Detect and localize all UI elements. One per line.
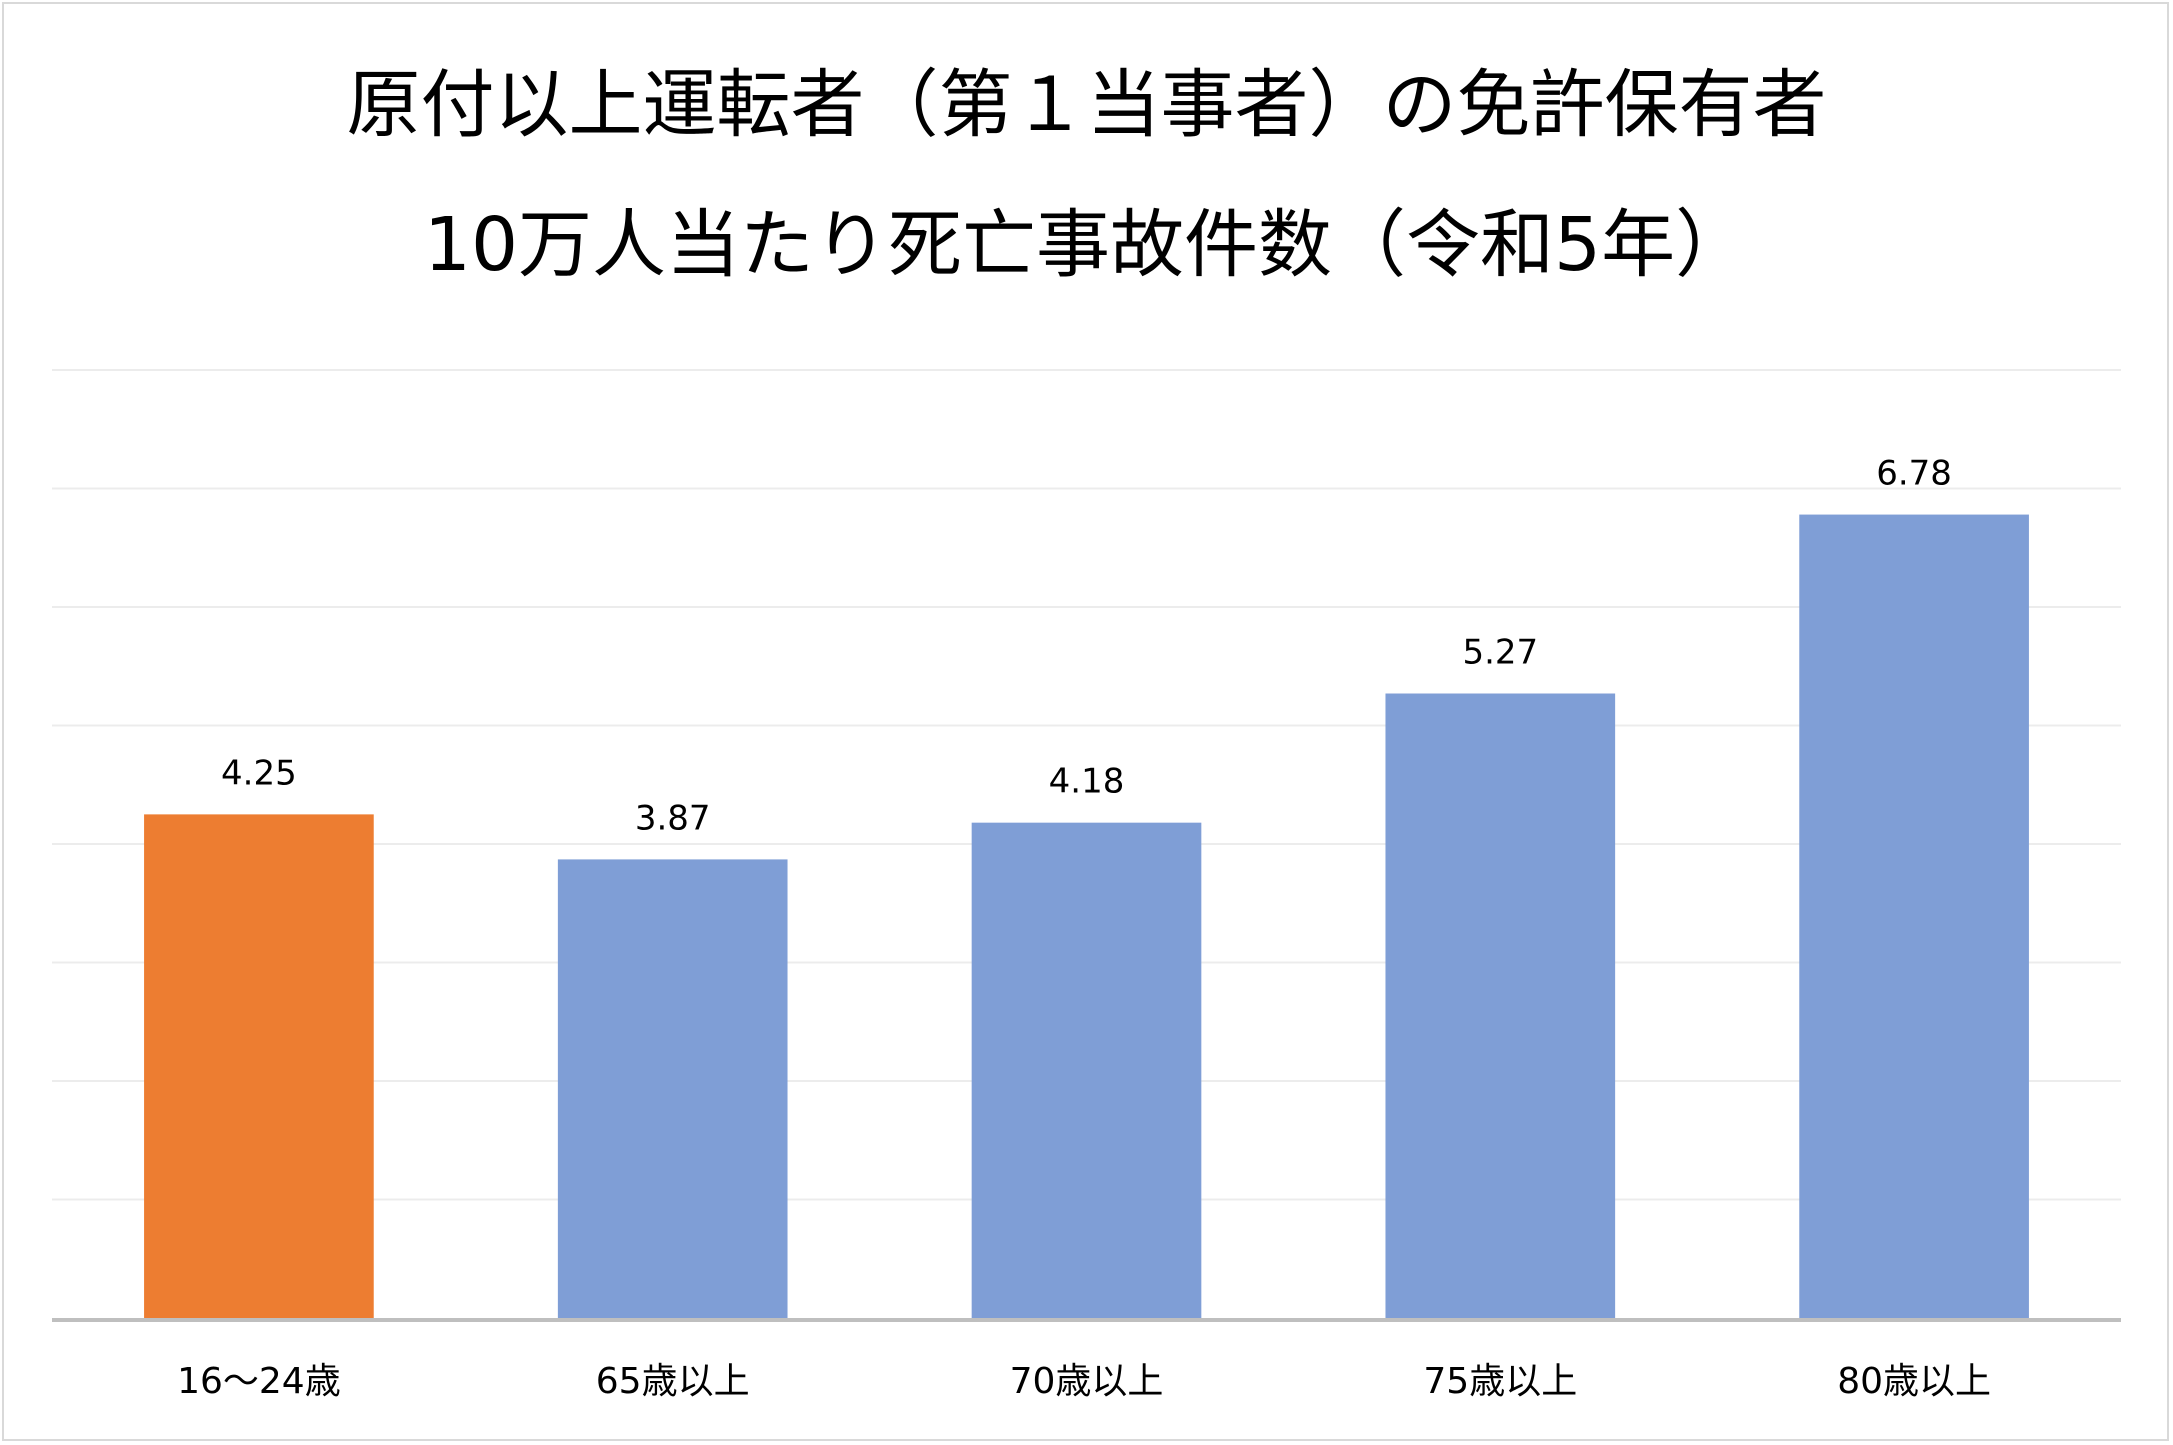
bar — [1385, 693, 1616, 1318]
category-label: 70歳以上 — [1010, 1361, 1164, 1402]
category-labels: 16〜24歳 65歳以上 70歳以上 75歳以上 80歳以上 — [177, 1361, 1991, 1402]
category-label: 75歳以上 — [1423, 1361, 1577, 1402]
category-label: 16〜24歳 — [177, 1361, 341, 1402]
value-label: 4.18 — [1049, 762, 1125, 802]
value-labels: 4.25 3.87 4.18 5.27 6.78 — [221, 454, 1952, 839]
bar — [971, 822, 1202, 1318]
value-label: 4.25 — [221, 753, 297, 793]
chart-subtitle: 10万人当たり死亡事故件数（令和5年） — [423, 202, 1750, 288]
value-label: 3.87 — [635, 798, 711, 838]
category-label: 65歳以上 — [596, 1361, 750, 1402]
value-label: 6.78 — [1876, 454, 1952, 494]
bar — [144, 814, 374, 1318]
bar — [1799, 514, 2029, 1318]
bars — [144, 514, 2029, 1318]
category-label: 80歳以上 — [1837, 1361, 1991, 1402]
bar — [557, 859, 788, 1318]
chart-title: 原付以上運転者（第１当事者）の免許保有者 — [346, 62, 1827, 148]
value-label: 5.27 — [1462, 633, 1538, 673]
